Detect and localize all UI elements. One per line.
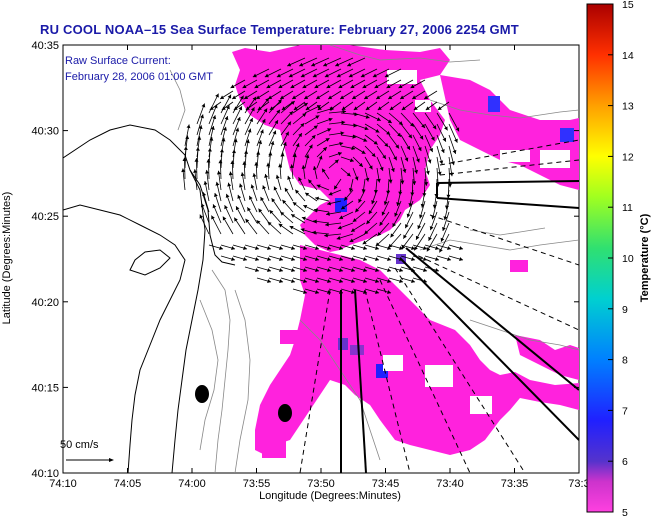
x-axis-ticks: 74:10 74:05 74:00 73:55 73:50 73:45 73:40 73:35…: [49, 45, 590, 490]
radar-site-marker: [195, 385, 209, 403]
colorbar-tick-label: 6: [622, 456, 628, 468]
y-tick-label: 40:15: [31, 382, 59, 394]
x-axis-title: Longitude (Degrees:Minutes): [259, 490, 401, 502]
y-tick-label: 40:20: [31, 297, 59, 309]
radar-beams-dashed: [299, 139, 579, 473]
x-tick-label: 73:40: [436, 478, 464, 490]
colorbar-tick-label: 5: [622, 507, 628, 519]
x-tick-label: 73:55: [243, 478, 271, 490]
y-axis-title: Latitude (Degrees:Minutes): [1, 192, 13, 325]
annotation-line-1: Raw Surface Current:: [65, 55, 171, 67]
colorbar-tick-label: 13: [622, 101, 634, 113]
colorbar-tick-label: 11: [622, 202, 633, 214]
colorbar-ticks: 15 14 13 12 11 10 9 8 7 6 5: [608, 0, 634, 519]
colorbar-title: Temperature (°C): [639, 213, 651, 302]
scale-label: 50 cm/s: [60, 439, 99, 451]
x-tick-label: 74:10: [49, 478, 77, 490]
x-tick-label: 73:35: [501, 478, 529, 490]
colorbar-tick-label: 14: [622, 50, 634, 62]
colorbar-tick-label: 12: [622, 151, 634, 163]
colorbar-tick-label: 10: [622, 253, 634, 265]
coastline: [63, 124, 236, 473]
y-tick-label: 40:35: [31, 40, 59, 52]
x-tick-label: 73:50: [307, 478, 335, 490]
y-tick-label: 40:30: [31, 126, 59, 138]
colorbar-tick-label: 15: [622, 0, 634, 11]
map-title: RU COOL NOAA–15 Sea Surface Temperature:…: [40, 22, 519, 37]
colorbar-tick-label: 8: [622, 355, 628, 367]
colorbar-tick-label: 9: [622, 304, 628, 316]
y-tick-label: 40:25: [31, 211, 59, 223]
y-tick-label: 40:10: [31, 468, 59, 480]
x-tick-label: 73:3: [568, 478, 589, 490]
radar-site-marker: [278, 404, 292, 422]
sst-gaps: [383, 70, 570, 414]
radar-beams-solid: [340, 180, 579, 473]
colorbar-tick-label: 7: [622, 405, 628, 417]
surface-current-vectors: [181, 57, 464, 294]
y-axis-ticks: 40:35 40:30 40:25 40:20 40:15 40:10: [31, 40, 579, 480]
x-tick-label: 73:45: [372, 478, 400, 490]
sst-patches: [232, 45, 579, 458]
annotation-line-2: February 28, 2006 01:00 GMT: [65, 71, 213, 83]
x-tick-label: 74:00: [178, 478, 206, 490]
x-tick-label: 74:05: [114, 478, 142, 490]
